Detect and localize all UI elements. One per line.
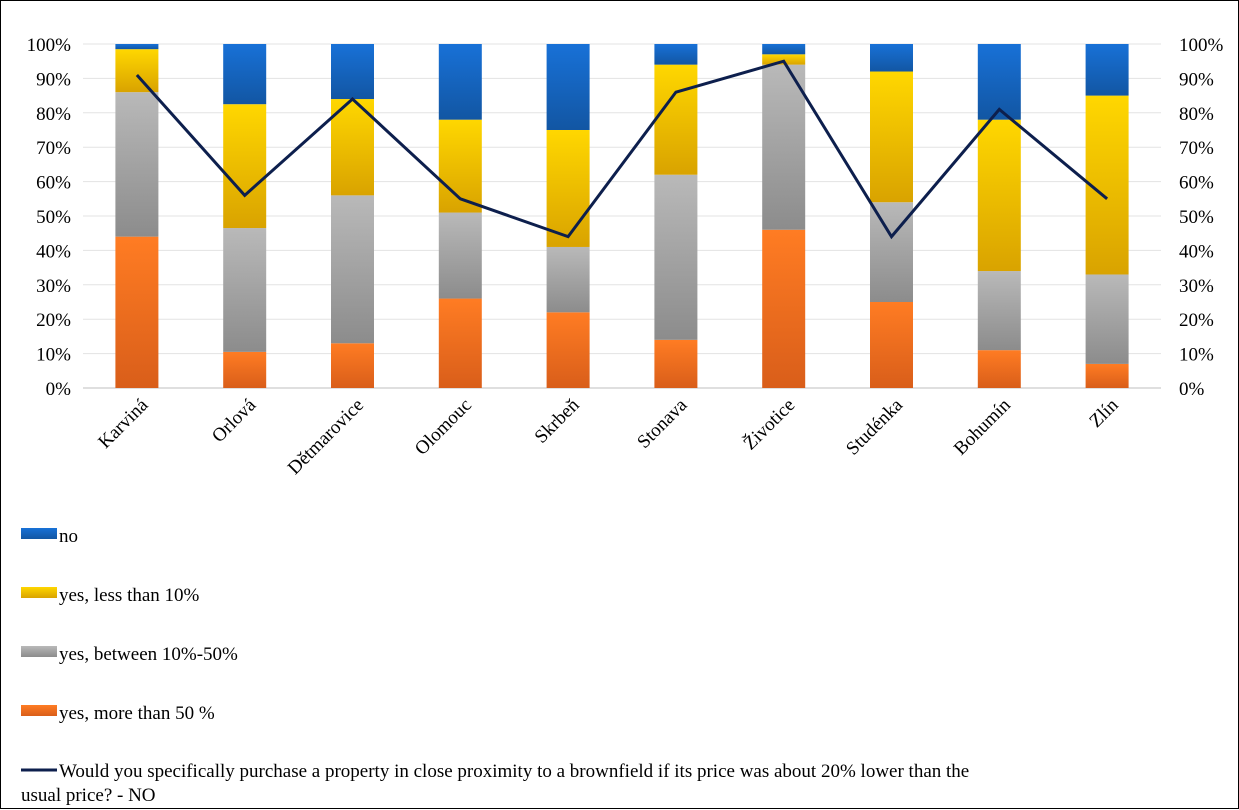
- legend-swatch: [21, 646, 57, 657]
- y-tick-left: 20%: [36, 310, 71, 331]
- y-tick-right: 70%: [1179, 138, 1214, 159]
- category-label: Stonava: [633, 394, 692, 453]
- y-tick-left: 100%: [27, 35, 72, 56]
- category-label: Studénka: [842, 394, 907, 459]
- category-label: Orlová: [208, 394, 261, 447]
- y-tick-left: 10%: [36, 345, 71, 366]
- bar-yes-between-10-50--9: [1086, 274, 1129, 363]
- bar-yes-less-than-10--4: [547, 130, 590, 247]
- category-label: Životice: [739, 394, 799, 454]
- line-no-purchase: [137, 61, 1107, 236]
- bar-no-9: [1086, 44, 1129, 96]
- bar-yes-more-than-50--5: [654, 340, 697, 388]
- bar-yes-more-than-50--2: [331, 343, 374, 388]
- y-tick-left: 30%: [36, 276, 71, 297]
- bar-no-2: [331, 44, 374, 99]
- y-tick-left: 80%: [36, 104, 71, 125]
- y-tick-left: 50%: [36, 207, 71, 228]
- bar-yes-more-than-50--3: [439, 299, 482, 388]
- legend-line-label: Would you specifically purchase a proper…: [59, 761, 969, 782]
- bar-yes-between-10-50--8: [978, 271, 1021, 350]
- bar-yes-less-than-10--5: [654, 65, 697, 175]
- category-label: Skrbeň: [531, 394, 584, 447]
- bar-yes-more-than-50--0: [115, 237, 158, 388]
- bar-no-1: [223, 44, 266, 104]
- bar-yes-between-10-50--6: [762, 65, 805, 230]
- y-tick-right: 20%: [1179, 310, 1214, 331]
- legend-line-label-continued: usual price? - NO: [21, 785, 156, 806]
- y-tick-right: 90%: [1179, 69, 1214, 90]
- legend-swatch: [21, 587, 57, 598]
- bar-yes-more-than-50--9: [1086, 364, 1129, 388]
- bar-yes-between-10-50--1: [223, 228, 266, 352]
- bar-yes-less-than-10--0: [115, 49, 158, 92]
- y-tick-left: 70%: [36, 138, 71, 159]
- category-label: Karviná: [94, 394, 153, 453]
- y-tick-right: 60%: [1179, 173, 1214, 194]
- bar-yes-more-than-50--8: [978, 350, 1021, 388]
- category-label: Dětmarovice: [284, 395, 368, 479]
- y-tick-left: 60%: [36, 173, 71, 194]
- y-tick-right: 10%: [1179, 345, 1214, 366]
- bar-no-0: [115, 44, 158, 49]
- x-axis: Karviná Orlová Dětmarovice Olomouc Skrbeň Sto…: [94, 394, 1123, 479]
- legend-label: yes, more than 50 %: [59, 703, 215, 724]
- bar-no-7: [870, 44, 913, 72]
- legend-label: yes, less than 10%: [59, 585, 200, 606]
- bar-yes-more-than-50--7: [870, 302, 913, 388]
- bar-yes-between-10-50--3: [439, 213, 482, 299]
- y-tick-right: 30%: [1179, 276, 1214, 297]
- bar-yes-less-than-10--7: [870, 72, 913, 203]
- legend-swatch: [21, 705, 57, 716]
- bar-yes-between-10-50--4: [547, 247, 590, 312]
- legend: no yes, less than 10% yes, between 10%-50%…: [21, 526, 969, 806]
- category-label: Bohumín: [950, 394, 1015, 459]
- bar-yes-more-than-50--1: [223, 352, 266, 388]
- bar-no-3: [439, 44, 482, 120]
- category-label: Zlín: [1085, 394, 1123, 432]
- line-series: [137, 61, 1107, 236]
- y-tick-right: 0%: [1179, 379, 1205, 400]
- y-axis-right: 0% 10% 20% 30% 40% 50% 60% 70% 80% 90% 100%: [1179, 35, 1224, 400]
- bar-yes-less-than-10--8: [978, 120, 1021, 271]
- bar-yes-more-than-50--4: [547, 312, 590, 388]
- y-tick-right: 50%: [1179, 207, 1214, 228]
- y-tick-left: 40%: [36, 241, 71, 262]
- y-tick-right: 40%: [1179, 241, 1214, 262]
- legend-swatch: [21, 528, 57, 539]
- y-tick-right: 100%: [1179, 35, 1224, 56]
- bar-yes-less-than-10--1: [223, 104, 266, 228]
- bar-no-5: [654, 44, 697, 65]
- legend-label: no: [59, 526, 78, 547]
- y-tick-left: 90%: [36, 69, 71, 90]
- legend-label: yes, between 10%-50%: [59, 644, 238, 665]
- bar-yes-between-10-50--0: [115, 92, 158, 236]
- bar-no-4: [547, 44, 590, 130]
- bar-yes-between-10-50--2: [331, 195, 374, 343]
- bar-yes-between-10-50--5: [654, 175, 697, 340]
- category-label: Olomouc: [411, 395, 476, 460]
- y-tick-right: 80%: [1179, 104, 1214, 125]
- bar-no-6: [762, 44, 805, 54]
- bar-yes-more-than-50--6: [762, 230, 805, 388]
- y-axis-left: 0% 10% 20% 30% 40% 50% 60% 70% 80% 90% 100%: [27, 35, 72, 400]
- y-tick-left: 0%: [46, 379, 72, 400]
